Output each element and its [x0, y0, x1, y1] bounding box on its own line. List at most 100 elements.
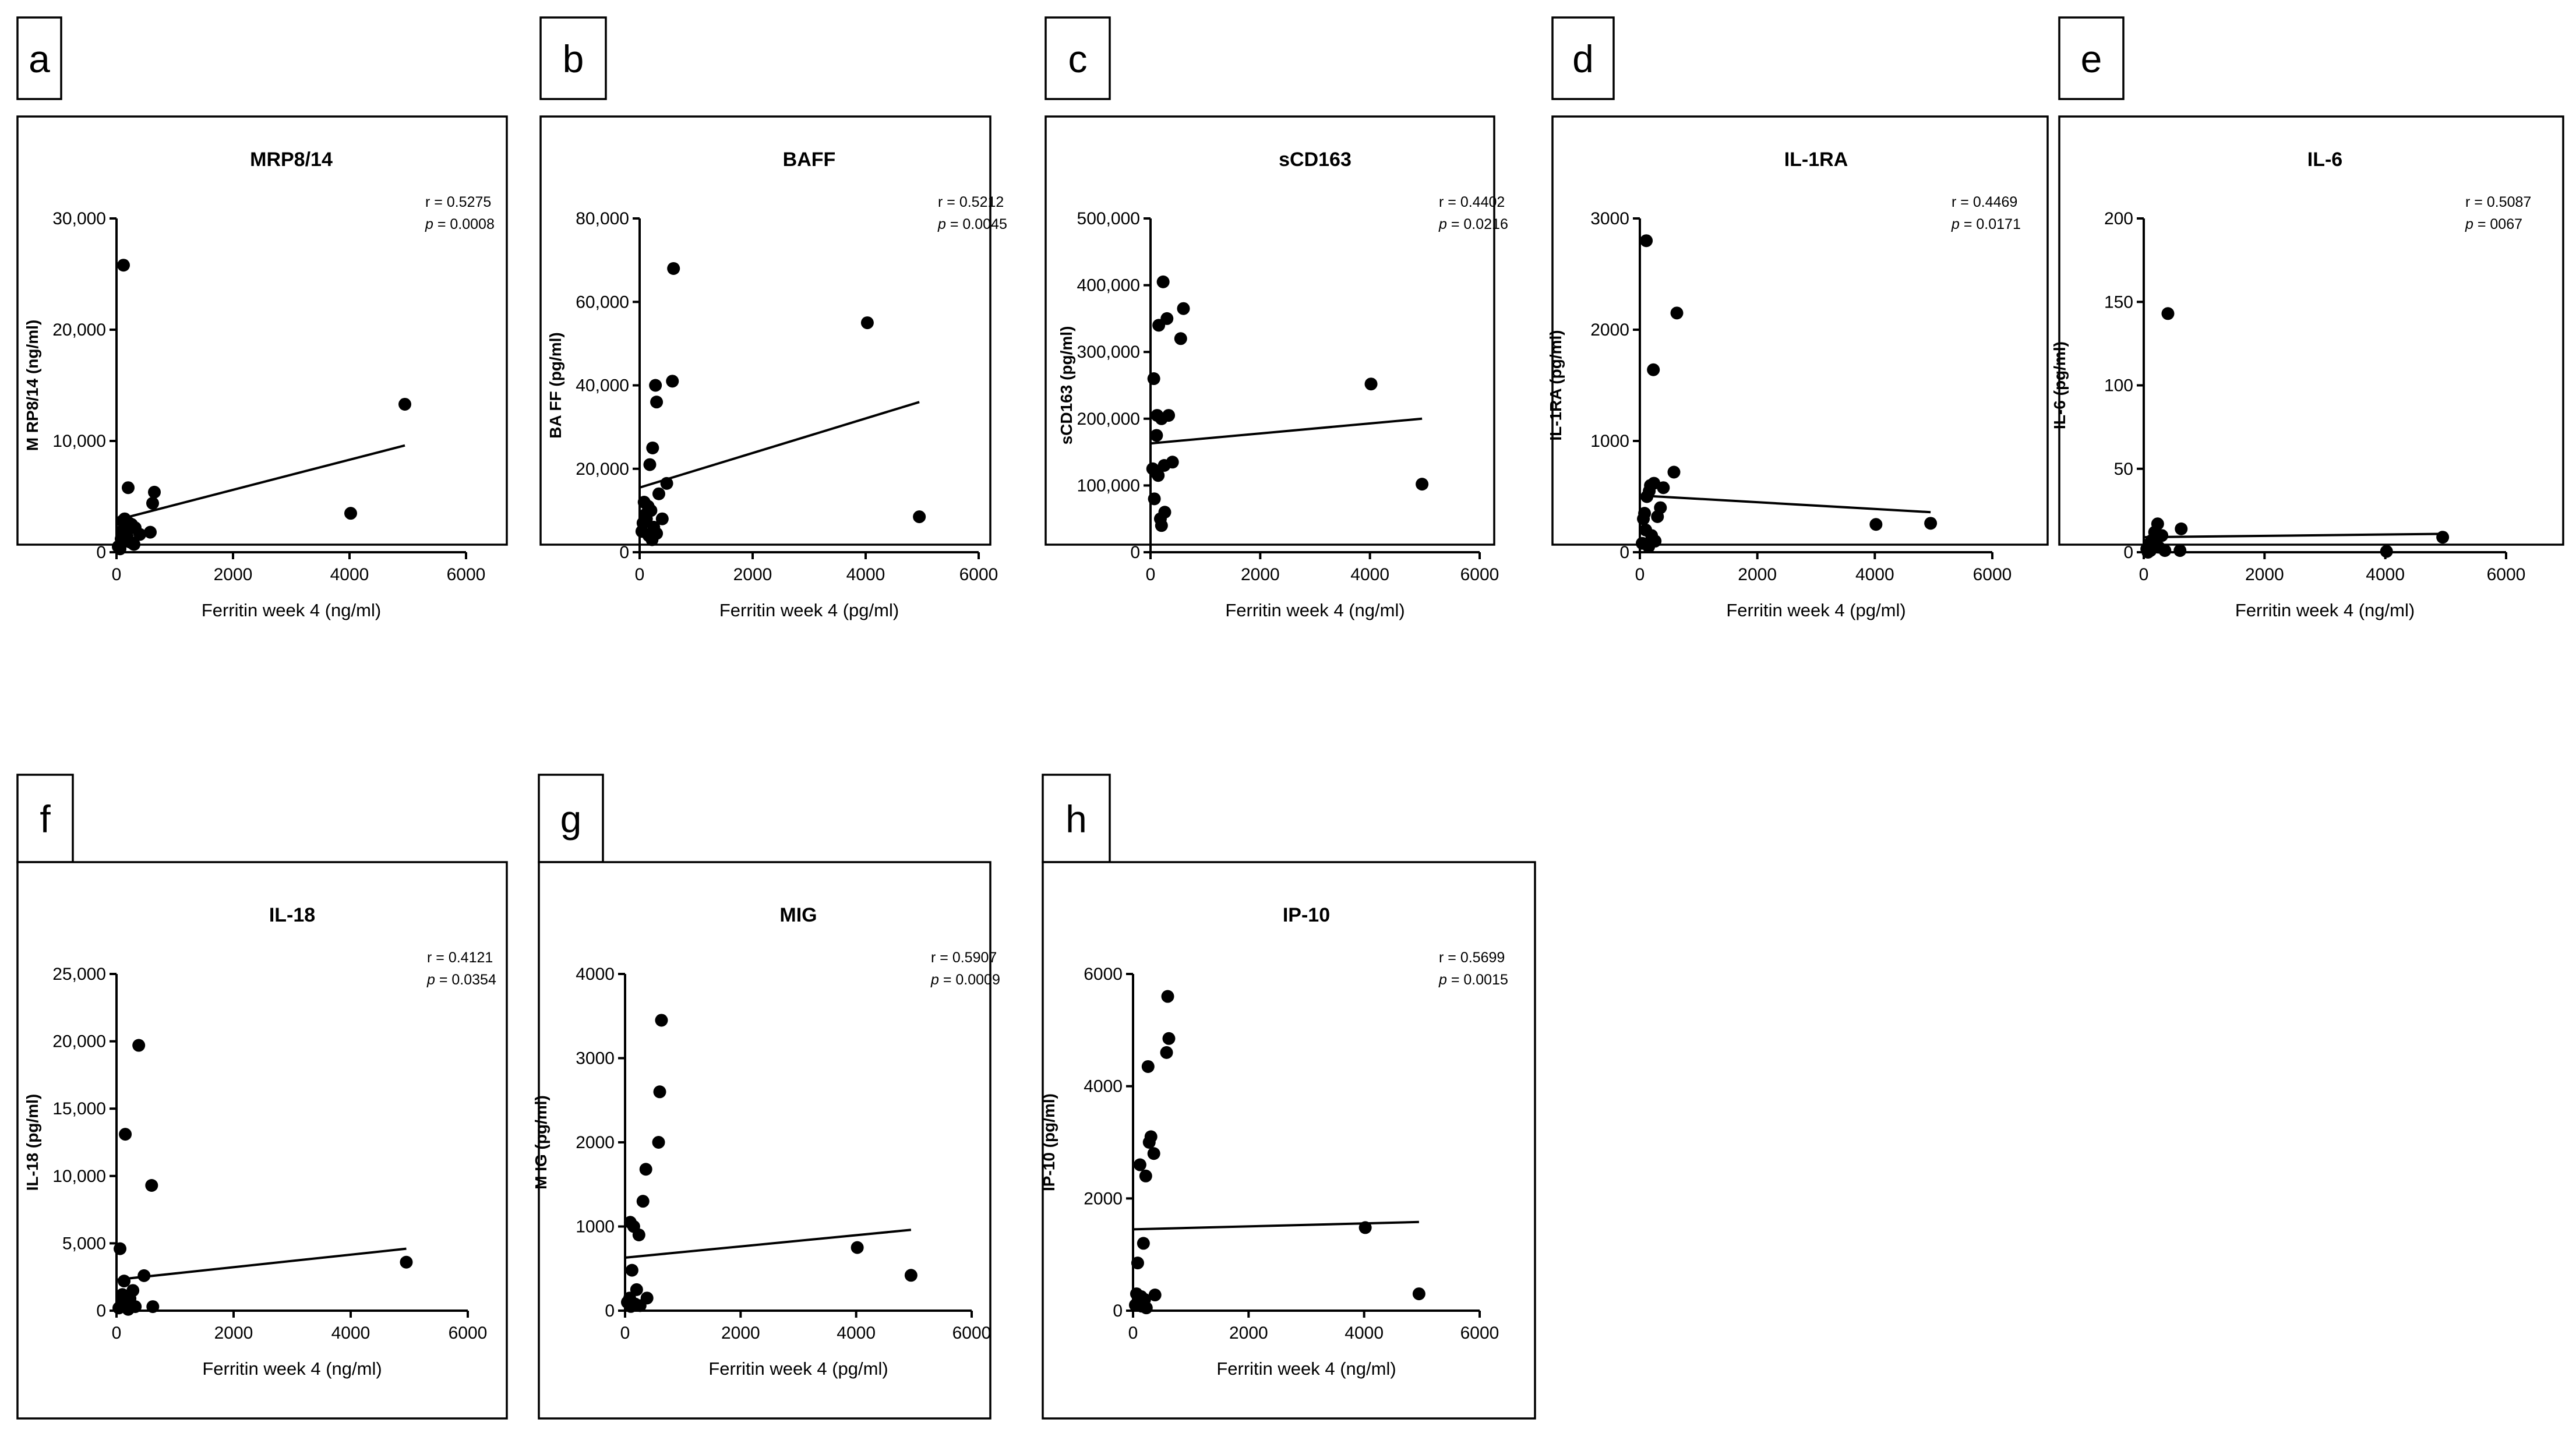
x-axis-label: Ferritin week 4 (ng/ml): [1225, 600, 1405, 620]
y-tick-label: 0: [619, 543, 629, 562]
x-tick-label: 6000: [449, 1323, 488, 1343]
x-tick-label: 6000: [1460, 1323, 1499, 1343]
x-tick-label: 4000: [331, 1323, 370, 1343]
data-point: [148, 485, 161, 499]
y-tick-label: 1000: [1590, 432, 1629, 451]
data-point: [1657, 481, 1670, 495]
data-point: [398, 397, 411, 411]
y-tick-label: 25,000: [52, 965, 106, 984]
data-point: [1148, 1289, 1162, 1302]
panel-letter: f: [40, 797, 51, 841]
trend-line: [116, 1247, 407, 1281]
y-tick-label: 300,000: [1077, 343, 1140, 362]
data-point: [1156, 275, 1170, 288]
data-point: [660, 477, 673, 490]
data-point: [652, 1136, 665, 1149]
data-point: [2141, 546, 2155, 559]
y-tick-label: 1000: [576, 1217, 615, 1237]
x-tick-label: 0: [1146, 565, 1156, 584]
x-tick-label: 0: [2139, 565, 2149, 584]
panel-tab: [16, 16, 62, 100]
x-tick-label: 2000: [1241, 565, 1280, 584]
y-tick-label: 80,000: [576, 209, 629, 228]
data-point: [2173, 544, 2187, 557]
x-tick-label: 6000: [2487, 565, 2526, 584]
stat-p: p = 0.0009: [930, 972, 1000, 988]
y-tick-label: 0: [1113, 1301, 1123, 1321]
stat-r: r = 0.5907: [931, 950, 997, 966]
data-point: [1647, 363, 1660, 376]
data-point: [1133, 1158, 1146, 1171]
data-point: [1640, 234, 1653, 248]
panel-c: c sCD163 0 100,000 200,000 300,000 400,000 500,…: [1044, 16, 1508, 620]
data-point: [145, 1178, 158, 1192]
x-tick-label: 6000: [952, 1323, 991, 1343]
y-tick-label: 10,000: [52, 1167, 106, 1186]
y-tick-label: 20,000: [576, 460, 629, 479]
x-tick-label: 4000: [1350, 565, 1389, 584]
data-point: [1161, 990, 1174, 1003]
trend-line: [116, 444, 405, 521]
panel-frame: [2058, 115, 2564, 546]
stat-p: p = 0.0216: [1438, 216, 1508, 232]
chart-title: sCD163: [1279, 149, 1351, 171]
x-tick-label: 0: [1128, 1323, 1138, 1343]
data-point: [1141, 1060, 1155, 1073]
data-point: [904, 1269, 918, 1282]
y-tick-label: 6000: [1084, 965, 1123, 984]
data-point: [1147, 1147, 1160, 1160]
panel-d: d IL-1RA 0 1000 2000 3000 0 2000 4000 6000 Ferriti…: [1547, 16, 2049, 620]
data-point: [625, 1263, 638, 1277]
x-axis-label: Ferritin week 4 (ng/ml): [1216, 1358, 1396, 1379]
data-point: [1416, 478, 1429, 491]
data-point: [117, 259, 130, 272]
data-point: [1177, 302, 1190, 315]
data-point: [1667, 465, 1681, 479]
stat-p: p = 0.0354: [426, 972, 496, 988]
data-point: [632, 1228, 645, 1241]
y-axis-label: sCD163 (pg/ml): [1057, 326, 1075, 445]
y-tick-label: 0: [96, 1301, 106, 1321]
x-tick-label: 6000: [1973, 565, 2012, 584]
x-tick-label: 0: [620, 1323, 630, 1343]
data-point: [851, 1241, 864, 1254]
y-tick-label: 3000: [576, 1049, 615, 1068]
stat-p: p = 0.0045: [937, 216, 1007, 232]
x-tick-label: 2000: [214, 565, 253, 584]
x-tick-label: 0: [635, 565, 645, 584]
data-point: [1148, 492, 1161, 506]
data-point: [122, 481, 135, 495]
data-point: [146, 496, 159, 510]
y-tick-label: 60,000: [576, 292, 629, 312]
y-axis-label: M RP8/14 (ng/ml): [23, 320, 41, 451]
data-point: [1174, 332, 1187, 345]
y-axis-label: BA FF (pg/ml): [546, 332, 564, 438]
data-point: [649, 379, 662, 392]
data-point: [132, 1039, 146, 1052]
data-point: [1364, 377, 1378, 391]
stat-r: r = 0.4469: [1952, 194, 2017, 210]
data-point: [1152, 319, 1166, 332]
panel-tab: [1044, 16, 1111, 100]
data-point: [650, 527, 664, 540]
panel-tab: [539, 16, 607, 100]
chart-title: IL-18: [269, 904, 315, 926]
panel-tab: [2058, 16, 2125, 100]
y-tick-label: 10,000: [52, 432, 106, 451]
trend-line: [1150, 417, 1423, 445]
data-point: [860, 316, 874, 330]
y-axis-label: IL-6 (pg/ml): [2051, 341, 2069, 429]
y-tick-label: 40,000: [576, 376, 629, 396]
data-point: [119, 1128, 132, 1141]
data-point: [1162, 1032, 1176, 1045]
panel-letter: a: [29, 37, 50, 80]
y-tick-label: 150: [2104, 292, 2133, 312]
data-point: [1131, 1256, 1144, 1270]
trend-line: [1639, 494, 1931, 514]
data-point: [1135, 1300, 1148, 1313]
x-axis-label: Ferritin week 4 (ng/ml): [2235, 600, 2415, 620]
y-tick-label: 15,000: [52, 1099, 106, 1118]
y-axis-label: M IG (pg/ml): [532, 1095, 550, 1190]
stat-p: p = 0.0171: [1951, 216, 2021, 232]
